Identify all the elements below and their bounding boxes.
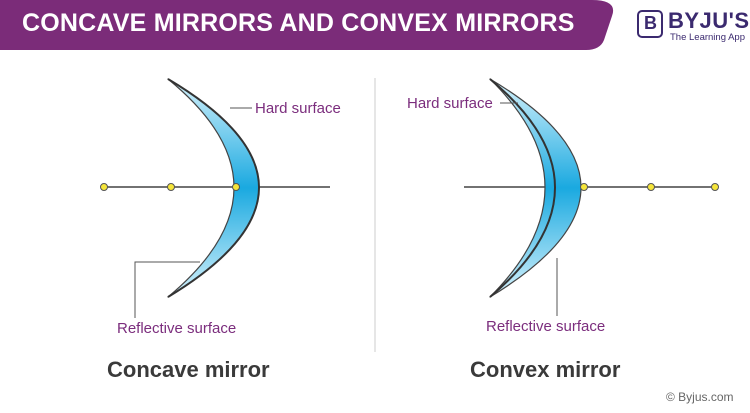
convex-mirror (464, 78, 719, 316)
axis-point (647, 183, 655, 191)
axis-point (232, 183, 240, 191)
logo-tagline: The Learning App (670, 32, 746, 43)
banner-shape (0, 0, 614, 50)
concave-hard-surface-label: Hard surface (255, 100, 341, 117)
axis-point (711, 183, 719, 191)
concave-hard-surface-edge (167, 78, 260, 298)
convex-reflective-surface-label: Reflective surface (486, 318, 606, 335)
logo-name: BYJU'S (668, 8, 750, 33)
axis-point (100, 183, 108, 191)
convex-mirror-body (489, 78, 582, 298)
convex-caption: Convex mirror (470, 357, 621, 382)
convex-hard-surface-label: Hard surface (407, 95, 493, 112)
byjus-logo: B BYJU'S The Learning App (637, 8, 750, 46)
title-banner: CONCAVE MIRRORS AND CONVEX MIRRORS B BYJ… (0, 0, 750, 50)
axis-point (167, 183, 175, 191)
axis-point (580, 183, 588, 191)
concave-mirror (100, 78, 330, 318)
concave-reflective-surface-label: Reflective surface (117, 320, 237, 337)
page-title: CONCAVE MIRRORS AND CONVEX MIRRORS (22, 9, 575, 37)
logo-letter: B (644, 13, 657, 33)
convex-hard-surface-edge (489, 78, 556, 298)
concave-caption: Concave mirror (107, 357, 270, 382)
copyright-text: © Byjus.com (666, 390, 734, 404)
reflective-surface-leader (134, 261, 200, 318)
logo-icon: B (637, 10, 663, 38)
